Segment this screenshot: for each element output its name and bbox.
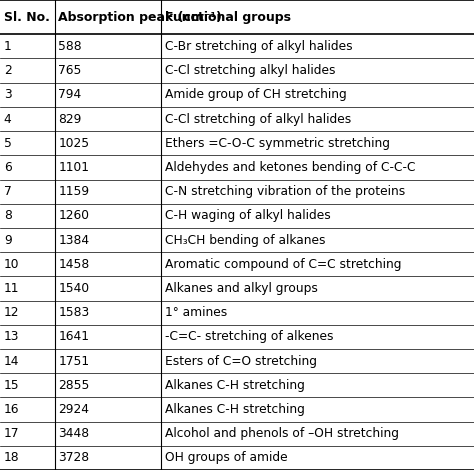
Text: 6: 6: [4, 161, 11, 174]
Text: Esters of C=O stretching: Esters of C=O stretching: [165, 354, 317, 368]
Text: 7: 7: [4, 185, 11, 198]
Text: 1: 1: [4, 40, 11, 53]
Text: Absorption peak (cm⁻¹): Absorption peak (cm⁻¹): [58, 11, 222, 24]
Text: 3728: 3728: [58, 451, 90, 464]
Text: Sl. No.: Sl. No.: [4, 11, 50, 24]
Text: 3: 3: [4, 88, 11, 102]
Text: OH groups of amide: OH groups of amide: [165, 451, 288, 464]
Text: 1101: 1101: [58, 161, 89, 174]
Text: 1384: 1384: [58, 234, 90, 247]
Text: 15: 15: [4, 379, 19, 392]
Text: 4: 4: [4, 112, 11, 125]
Text: -C=C- stretching of alkenes: -C=C- stretching of alkenes: [165, 330, 333, 344]
Text: 12: 12: [4, 306, 19, 319]
Text: 3448: 3448: [58, 427, 90, 440]
Text: 1025: 1025: [58, 137, 90, 150]
Text: 829: 829: [58, 112, 82, 125]
Text: Alkanes and alkyl groups: Alkanes and alkyl groups: [165, 282, 318, 295]
Text: 11: 11: [4, 282, 19, 295]
Text: 13: 13: [4, 330, 19, 344]
Text: 794: 794: [58, 88, 82, 102]
Text: 1641: 1641: [58, 330, 89, 344]
Text: Aldehydes and ketones bending of C-C-C: Aldehydes and ketones bending of C-C-C: [165, 161, 415, 174]
Text: 5: 5: [4, 137, 12, 150]
Text: Alkanes C-H stretching: Alkanes C-H stretching: [165, 379, 305, 392]
Text: 10: 10: [4, 258, 19, 271]
Text: CH₃CH bending of alkanes: CH₃CH bending of alkanes: [165, 234, 326, 247]
Text: C-N stretching vibration of the proteins: C-N stretching vibration of the proteins: [165, 185, 405, 198]
Text: 1260: 1260: [58, 209, 89, 222]
Text: C-Cl stretching of alkyl halides: C-Cl stretching of alkyl halides: [165, 112, 351, 125]
Text: 588: 588: [58, 40, 82, 53]
Text: 2: 2: [4, 64, 11, 77]
Text: C-H waging of alkyl halides: C-H waging of alkyl halides: [165, 209, 331, 222]
Text: 1540: 1540: [58, 282, 90, 295]
Text: Functional groups: Functional groups: [165, 11, 291, 24]
Text: 9: 9: [4, 234, 11, 247]
Text: Ethers =C-O-C symmetric stretching: Ethers =C-O-C symmetric stretching: [165, 137, 390, 150]
Text: C-Br stretching of alkyl halides: C-Br stretching of alkyl halides: [165, 40, 353, 53]
Text: Amide group of CH stretching: Amide group of CH stretching: [165, 88, 346, 102]
Text: 1° amines: 1° amines: [165, 306, 227, 319]
Text: C-Cl stretching alkyl halides: C-Cl stretching alkyl halides: [165, 64, 336, 77]
Text: 1458: 1458: [58, 258, 90, 271]
Text: Alkanes C-H stretching: Alkanes C-H stretching: [165, 403, 305, 416]
Text: 18: 18: [4, 451, 19, 464]
Text: 765: 765: [58, 64, 82, 77]
Text: Aromatic compound of C=C stretching: Aromatic compound of C=C stretching: [165, 258, 401, 271]
Text: 1583: 1583: [58, 306, 90, 319]
Text: 8: 8: [4, 209, 12, 222]
Text: 14: 14: [4, 354, 19, 368]
Text: 16: 16: [4, 403, 19, 416]
Text: 2924: 2924: [58, 403, 89, 416]
Text: Alcohol and phenols of –OH stretching: Alcohol and phenols of –OH stretching: [165, 427, 399, 440]
Text: 2855: 2855: [58, 379, 90, 392]
Text: 1159: 1159: [58, 185, 90, 198]
Text: 1751: 1751: [58, 354, 90, 368]
Text: 17: 17: [4, 427, 19, 440]
